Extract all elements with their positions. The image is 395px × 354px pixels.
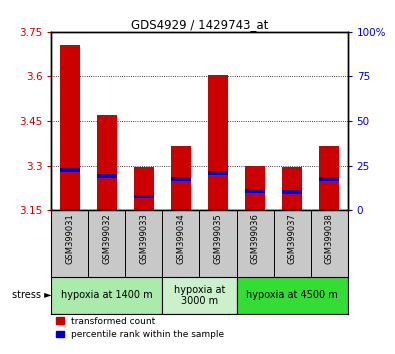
Bar (319, 146, 339, 210)
Bar (162, 277, 237, 314)
Text: GSM399037: GSM399037 (288, 213, 297, 264)
Text: GSM399034: GSM399034 (177, 213, 186, 264)
Bar (208, 75, 228, 210)
Bar (51, 277, 162, 314)
Text: hypoxia at
3000 m: hypoxia at 3000 m (174, 285, 225, 306)
Text: stress ►: stress ► (12, 290, 51, 300)
Text: GSM399031: GSM399031 (65, 213, 74, 264)
Title: GDS4929 / 1429743_at: GDS4929 / 1429743_at (131, 18, 268, 31)
Bar (319, 177, 339, 181)
Text: GSM399036: GSM399036 (250, 213, 260, 264)
Bar (282, 190, 302, 194)
Text: GSM399038: GSM399038 (325, 213, 334, 264)
Text: GSM399032: GSM399032 (102, 213, 111, 264)
Text: GSM399033: GSM399033 (139, 213, 149, 264)
Bar (245, 189, 265, 193)
Bar (237, 277, 348, 314)
Bar (97, 174, 117, 178)
Bar (208, 171, 228, 175)
Text: hypoxia at 4500 m: hypoxia at 4500 m (246, 290, 338, 300)
Bar (60, 45, 80, 210)
Bar (282, 167, 302, 210)
Bar (245, 166, 265, 210)
Bar (134, 195, 154, 199)
Bar (171, 177, 191, 181)
Bar (97, 115, 117, 210)
Bar (60, 168, 80, 172)
Bar (171, 146, 191, 210)
Legend: transformed count, percentile rank within the sample: transformed count, percentile rank withi… (56, 317, 224, 339)
Bar (134, 167, 154, 210)
Text: GSM399035: GSM399035 (213, 213, 222, 264)
Text: hypoxia at 1400 m: hypoxia at 1400 m (61, 290, 153, 300)
